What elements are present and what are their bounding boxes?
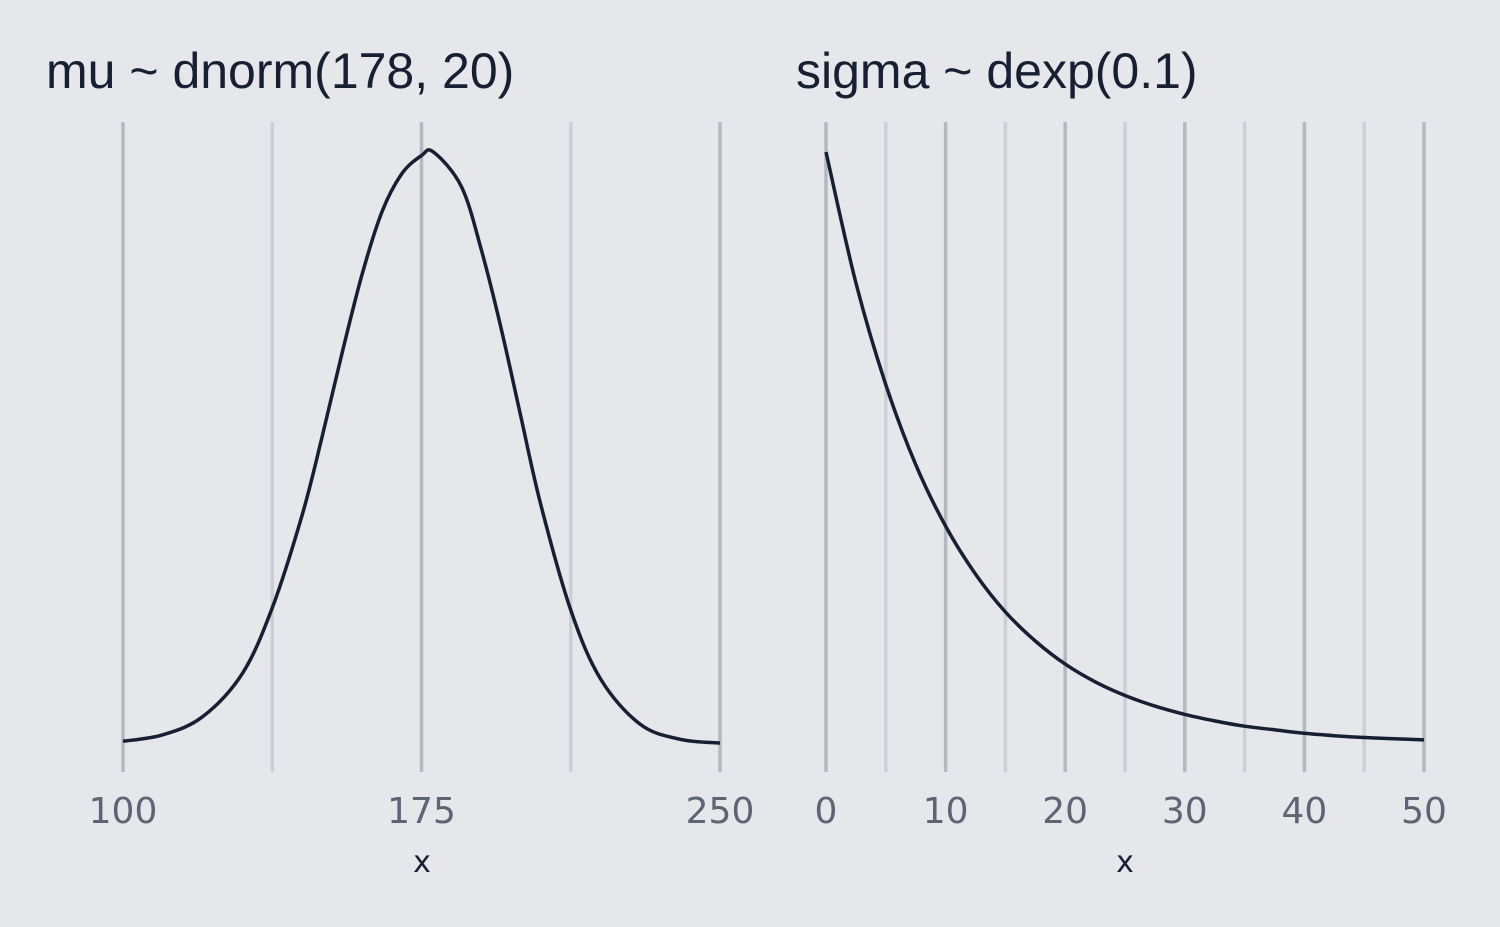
x-tick-labels: 0 10 20 30 40 50 (815, 791, 1447, 832)
panel-sigma-prior: sigma ~ dexp(0.1) 0 10 20 30 40 50 x (796, 43, 1447, 880)
x-tick-label: 20 (1042, 791, 1088, 832)
density-curve (122, 148, 721, 745)
x-tick-labels: 100 175 250 (89, 791, 755, 832)
x-tick-label: 10 (923, 791, 969, 832)
panel-title: sigma ~ dexp(0.1) (796, 43, 1198, 99)
x-tick-label: 0 (815, 791, 838, 832)
gridlines (824, 122, 1426, 772)
panel-mu-prior: mu ~ dnorm(178, 20) 100 175 250 x (46, 43, 754, 880)
x-tick-label: 250 (686, 791, 755, 832)
x-tick-label: 50 (1401, 791, 1447, 832)
x-tick-label: 100 (89, 791, 158, 832)
x-axis-label: x (1116, 845, 1134, 880)
x-tick-label: 30 (1162, 791, 1208, 832)
x-tick-label: 175 (387, 791, 456, 832)
x-tick-label: 40 (1281, 791, 1327, 832)
gridlines (121, 122, 722, 772)
x-axis-label: x (413, 845, 431, 880)
panel-title: mu ~ dnorm(178, 20) (46, 43, 514, 99)
density-curve (824, 151, 1425, 742)
